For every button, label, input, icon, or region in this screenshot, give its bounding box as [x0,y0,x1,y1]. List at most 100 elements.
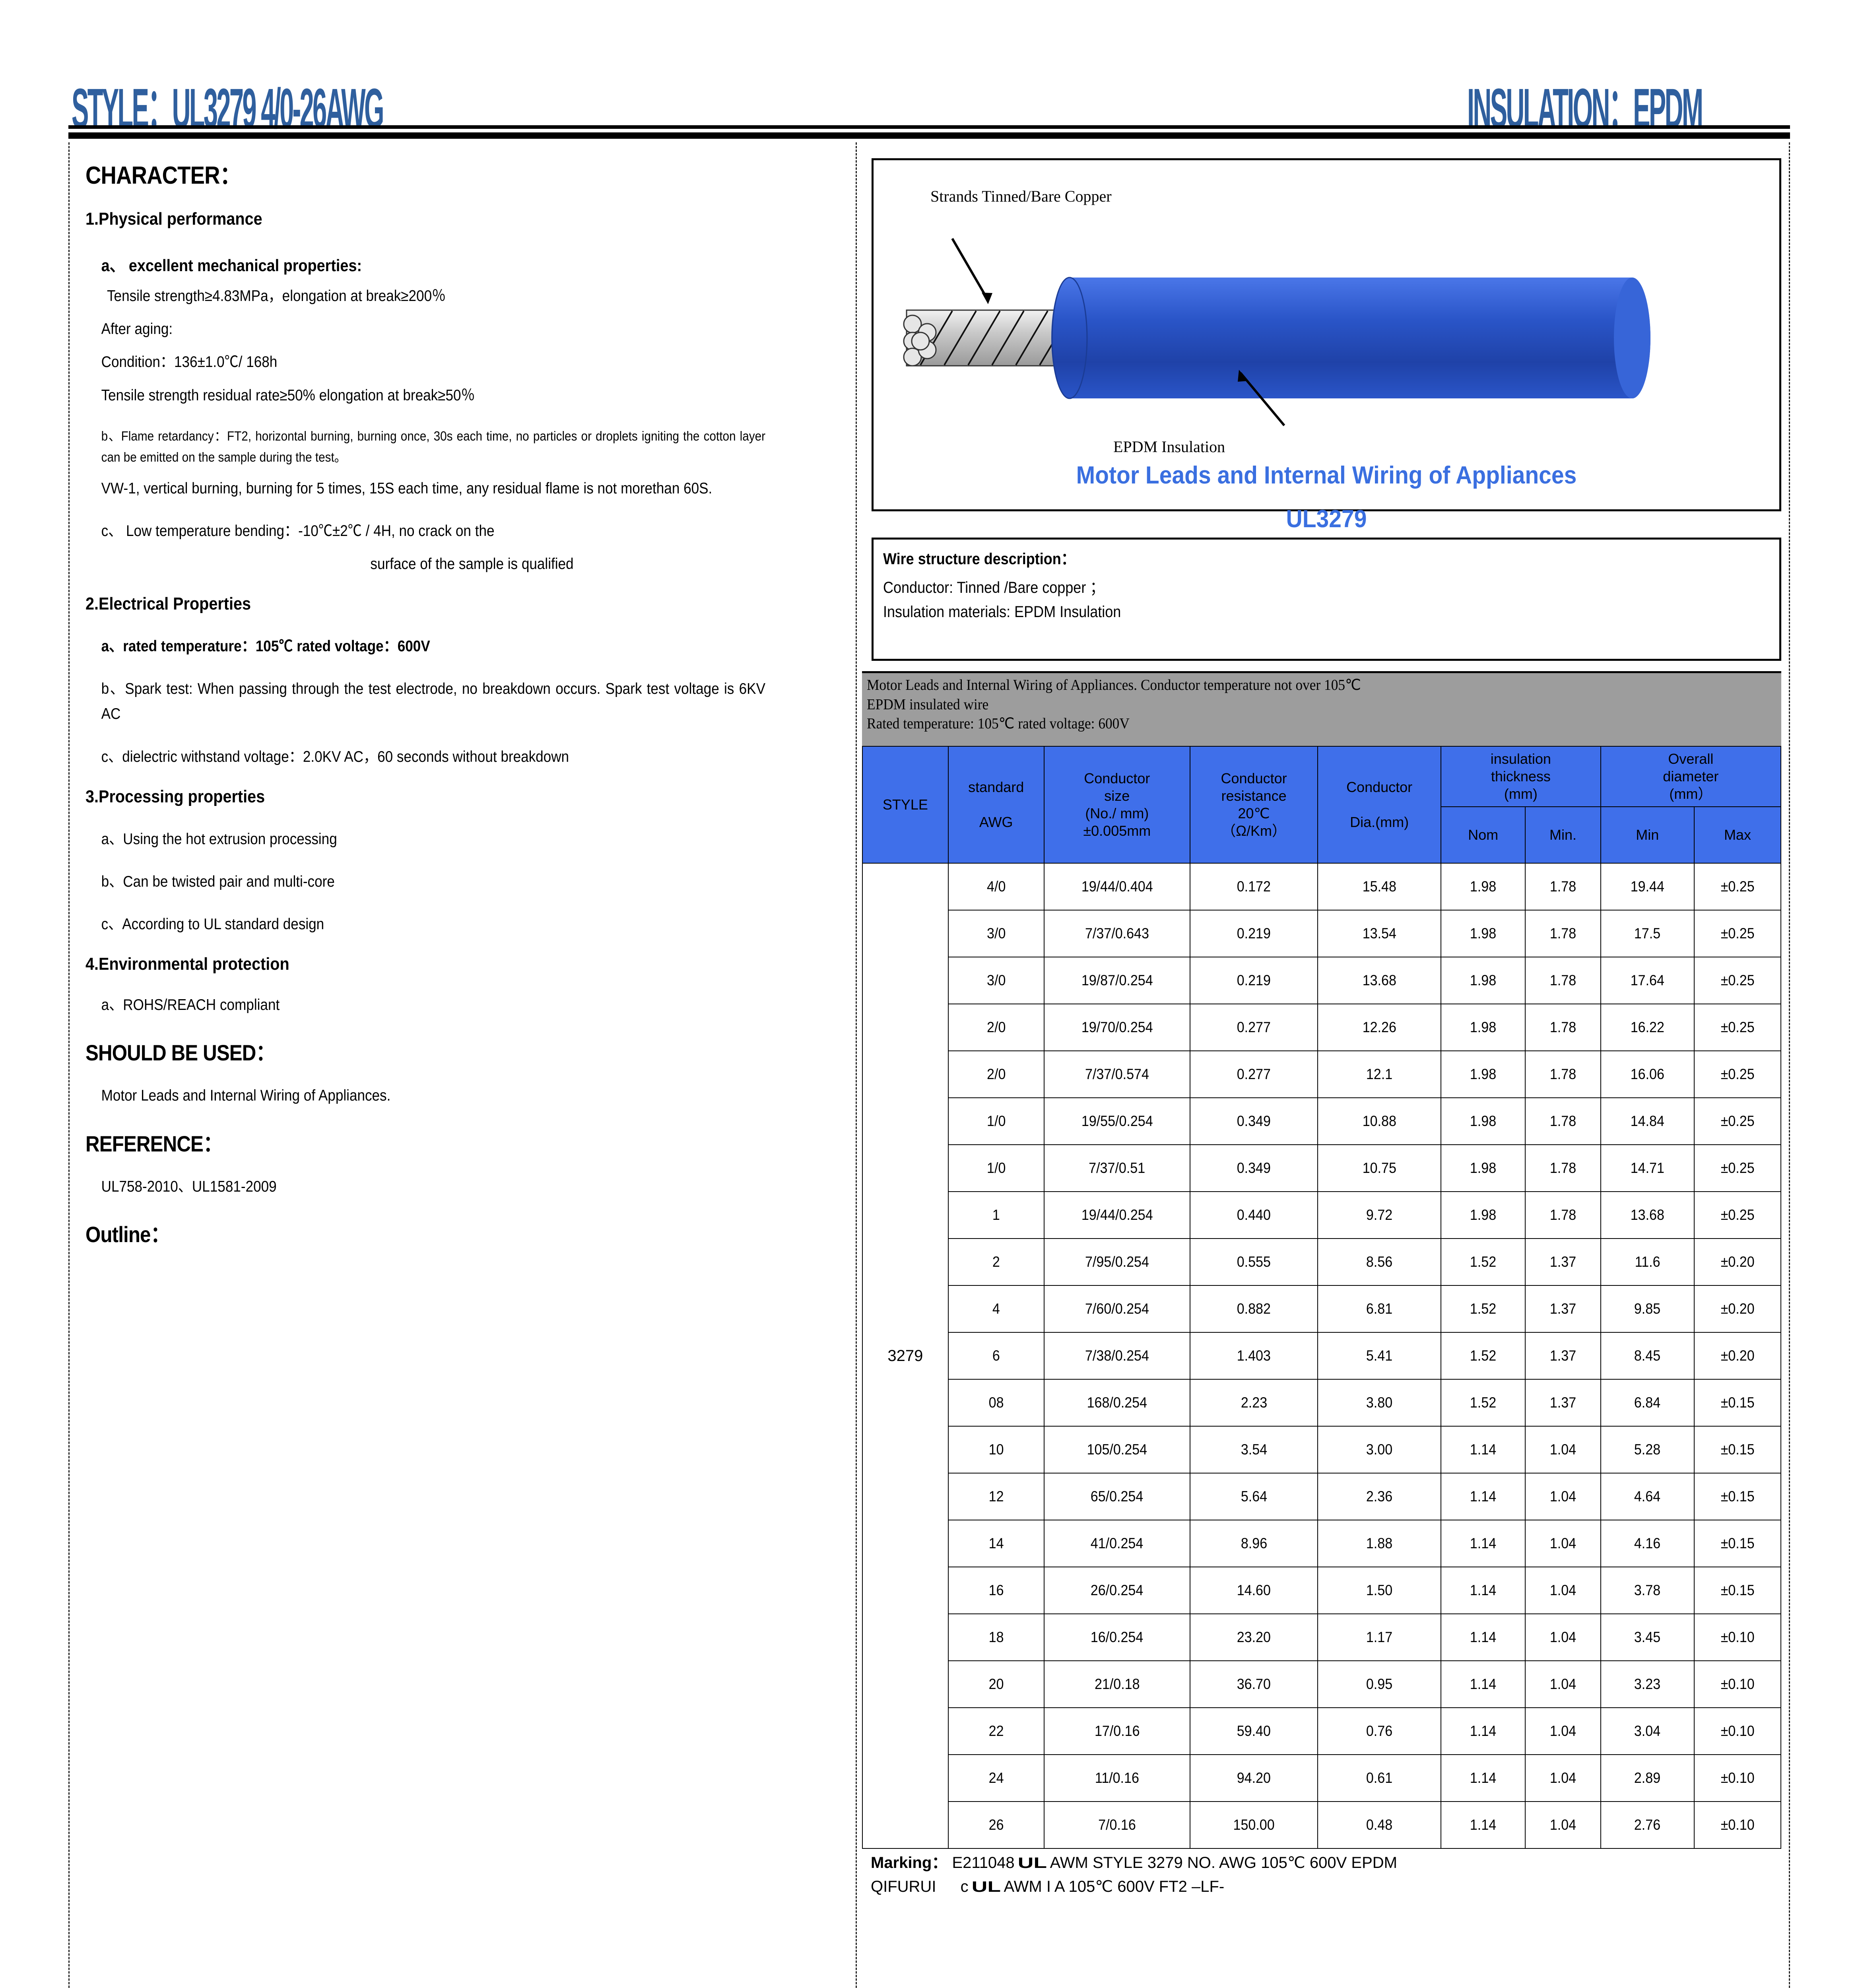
th-res-d: （Ω/Km） [1221,822,1287,839]
spec-cell-res: 0.349 [1189,1097,1318,1145]
spec-cell-min: 1.78 [1525,1144,1601,1192]
rated-temperature-text: a、rated temperature：105℃ rated voltage：6… [101,638,430,655]
spec-cell-nom: 1.14 [1441,1520,1526,1567]
th-ins-b: thickness [1491,768,1551,785]
spec-cell-dia: 0.76 [1317,1707,1442,1755]
header-style-title: STYLE：UL3279 4/0-26AWG [72,77,384,140]
after-aging-label: After aging: [101,320,173,338]
th-resistance: Conductor resistance 20℃ （Ω/Km） [1189,746,1318,864]
spec-cell-res: 94.20 [1189,1754,1318,1802]
spec-cell-nom: 1.52 [1441,1285,1526,1333]
spec-table-row: 3279 4/0 19/44/0.404 0.172 15.48 1.98 1.78 19.4… [862,863,1782,1849]
spec-cell-awg: 2/0 [947,1050,1045,1098]
marking-brand: QIFURUI [871,1878,936,1895]
wire-structure-box: Wire structure description： Conductor: T… [872,538,1781,661]
spec-cell-min: 1.78 [1525,1191,1601,1239]
spec-cell-dia: 6.81 [1317,1285,1442,1333]
header-rule-bottom [68,132,1790,139]
outline-heading: Outline： [85,1221,170,1247]
spec-cell-nom: 1.14 [1441,1707,1526,1755]
spec-cell-odmax: ±0.15 [1693,1473,1782,1520]
spec-cell-dia: 0.95 [1317,1660,1442,1708]
spec-cell-res: 23.20 [1189,1613,1318,1661]
spec-cell-odmax: ±0.20 [1693,1332,1782,1380]
spec-cell-size: 17/0.16 [1043,1707,1190,1755]
spec-cell-odmax: ±0.10 [1693,1613,1782,1661]
spec-table-row: 22 17/0.16 59.40 0.76 1.14 1.04 3.04 ±0.10 [862,1707,1782,1755]
spec-cell-awg: 16 [947,1567,1045,1614]
th-ins-min: Min. [1525,806,1601,864]
processing-b: b、Can be twisted pair and multi-core [101,873,335,890]
spec-cell-odmax: ±0.10 [1693,1660,1782,1708]
spec-cell-awg: 24 [947,1754,1045,1802]
spec-cell-nom: 1.98 [1441,863,1526,911]
specification-table-body: 3279 4/0 19/44/0.404 0.172 15.48 1.98 1.78 19.4… [862,863,1782,1849]
spec-cell-min: 1.78 [1525,957,1601,1004]
spec-cell-odmax: ±0.10 [1693,1801,1782,1849]
spec-cell-nom: 1.98 [1441,910,1526,957]
spec-cell-odmin: 16.06 [1600,1050,1695,1098]
spec-cell-dia: 3.80 [1317,1379,1442,1427]
spec-table-row: 2/0 19/70/0.254 0.277 12.26 1.98 1.78 16.22 ±0.… [862,1004,1782,1051]
spec-cell-awg: 4/0 [947,863,1045,911]
spec-cell-nom: 1.98 [1441,1191,1526,1239]
spec-cell-min: 1.37 [1525,1285,1601,1333]
spec-cell-dia: 12.1 [1317,1050,1442,1098]
spec-cell-size: 19/87/0.254 [1043,957,1190,1004]
spec-cell-awg: 1/0 [947,1097,1045,1145]
spec-cell-odmin: 11.6 [1600,1238,1695,1286]
spec-cell-odmax: ±0.25 [1693,863,1782,911]
spec-cell-size: 21/0.18 [1043,1660,1190,1708]
th-size-c: (No./ mm) [1085,805,1149,821]
ul-logo-icon: UL [1017,1855,1047,1872]
spec-table-row: 3/0 19/87/0.254 0.219 13.68 1.98 1.78 17.64 ±0.… [862,957,1782,1004]
marking-line2: QIFURUI c UL AWM I A 105℃ 600V FT2 –LF- [871,1875,1781,1899]
marking-label: Marking： [871,1854,948,1872]
th-conductor-dia: Conductor Dia.(mm) [1317,746,1442,864]
spec-cell-min: 1.78 [1525,863,1601,911]
spec-cell-awg: 18 [947,1613,1045,1661]
spec-cell-size: 19/44/0.254 [1043,1191,1190,1239]
spec-cell-dia: 0.48 [1317,1801,1442,1849]
spec-cell-awg: 08 [947,1379,1045,1427]
spec-cell-awg: 2 [947,1238,1045,1286]
epdm-insulation-label: EPDM Insulation [1113,438,1225,456]
th-size-d: ±0.005mm [1083,822,1151,839]
gray-info-banner: Motor Leads and Internal Wiring of Appli… [862,671,1781,746]
spec-cell-odmax: ±0.25 [1693,1050,1782,1098]
spec-cell-awg: 2/0 [947,1004,1045,1051]
spec-cell-odmax: ±0.15 [1693,1379,1782,1427]
spec-cell-dia: 3.00 [1317,1426,1442,1474]
spec-table-row: 18 16/0.254 23.20 1.17 1.14 1.04 3.45 ±0.10 [862,1613,1782,1661]
spec-cell-odmin: 2.89 [1600,1754,1695,1802]
spec-cell-odmin: 3.45 [1600,1613,1695,1661]
spec-cell-nom: 1.98 [1441,1004,1526,1051]
low-temp-bending-text2: surface of the sample is qualified [370,555,574,573]
spec-cell-res: 1.403 [1189,1332,1318,1380]
spec-cell-nom: 1.52 [1441,1379,1526,1427]
spec-cell-odmin: 2.76 [1600,1801,1695,1849]
spec-cell-min: 1.04 [1525,1707,1601,1755]
spec-table-row: 1 19/44/0.254 0.440 9.72 1.98 1.78 13.68 ±0.25 [862,1191,1782,1239]
spec-cell-odmin: 17.64 [1600,957,1695,1004]
spec-cell-size: 11/0.16 [1043,1754,1190,1802]
column-divider [856,142,857,1988]
spec-table-row: 1/0 7/37/0.51 0.349 10.75 1.98 1.78 14.71 ±0.25 [862,1144,1782,1192]
spec-cell-nom: 1.14 [1441,1754,1526,1802]
th-overall-diameter: Overall diameter (mm） [1600,746,1782,807]
th-ins-a: insulation [1490,751,1551,767]
spec-cell-odmin: 17.5 [1600,910,1695,957]
dielectric-text: c、dielectric withstand voltage：2.0KV AC，… [101,748,569,765]
spec-cell-dia: 1.50 [1317,1567,1442,1614]
spec-table-row: 6 7/38/0.254 1.403 5.41 1.52 1.37 8.45 ±0.20 [862,1332,1782,1380]
spec-cell-min: 1.37 [1525,1238,1601,1286]
th-od-min: Min [1600,806,1695,864]
spec-cell-dia: 1.88 [1317,1520,1442,1567]
spec-cell-awg: 1/0 [947,1144,1045,1192]
spec-cell-min: 1.37 [1525,1332,1601,1380]
spec-cell-odmin: 3.23 [1600,1660,1695,1708]
spec-cell-res: 8.96 [1189,1520,1318,1567]
spec-cell-min: 1.04 [1525,1426,1601,1474]
spec-cell-odmax: ±0.15 [1693,1567,1782,1614]
spec-cell-awg: 12 [947,1473,1045,1520]
